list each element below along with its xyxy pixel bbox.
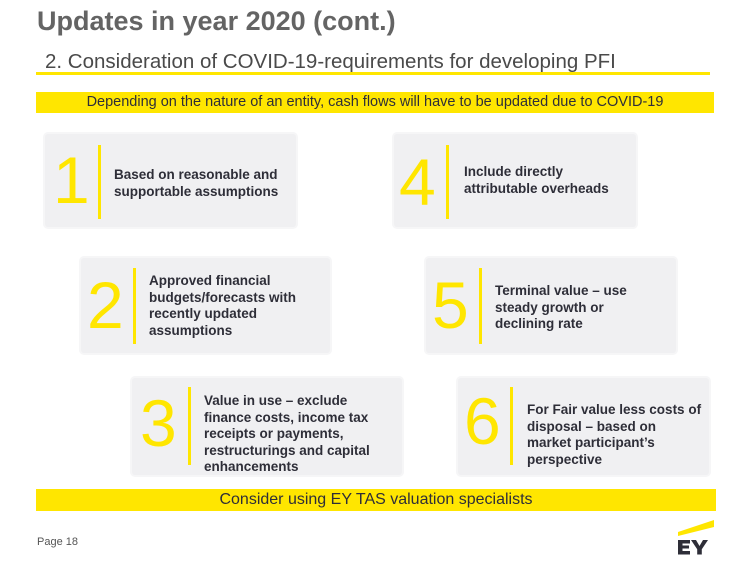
card-3: 3 Value in use – exclude finance costs, …: [132, 378, 402, 475]
card-4: 4 Include directly attributable overhead…: [394, 134, 636, 227]
card-number: 2: [87, 268, 124, 342]
card-number: 6: [464, 384, 501, 458]
card-1: 1 Based on reasonable and supportable as…: [45, 134, 296, 227]
card-number: 4: [399, 145, 436, 219]
ey-logo-icon: [678, 520, 714, 555]
card-text: Based on reasonable and supportable assu…: [114, 167, 279, 199]
card-divider: [446, 145, 449, 219]
card-text: Approved financial budgets/forecasts wit…: [149, 273, 297, 338]
card-text: Value in use – exclude finance costs, in…: [204, 393, 370, 474]
card-divider: [479, 268, 482, 344]
card-5: 5 Terminal value – use steady growth or …: [426, 258, 676, 353]
card-text: For Fair value less costs of disposal – …: [527, 402, 702, 467]
card-number: 5: [432, 268, 469, 342]
slide-subtitle: 2. Consideration of COVID-19-requirement…: [45, 50, 616, 73]
card-6: 6 For Fair value less costs of disposal …: [458, 378, 709, 475]
title-underline: [36, 72, 710, 75]
card-text: Terminal value – use steady growth or de…: [495, 283, 627, 331]
card-number: 1: [53, 143, 90, 217]
slide-title: Updates in year 2020 (cont.): [37, 6, 396, 36]
card-divider: [510, 387, 513, 465]
card-divider: [98, 145, 101, 219]
card-divider: [133, 268, 136, 344]
specialists-banner: Consider using EY TAS valuation speciali…: [36, 489, 716, 511]
info-banner: Depending on the nature of an entity, ca…: [36, 92, 714, 113]
page-number: Page 18: [37, 536, 78, 548]
card-number: 3: [140, 386, 177, 460]
card-divider: [188, 387, 191, 465]
card-2: 2 Approved financial budgets/forecasts w…: [81, 258, 330, 353]
card-text: Include directly attributable overheads: [464, 164, 609, 196]
